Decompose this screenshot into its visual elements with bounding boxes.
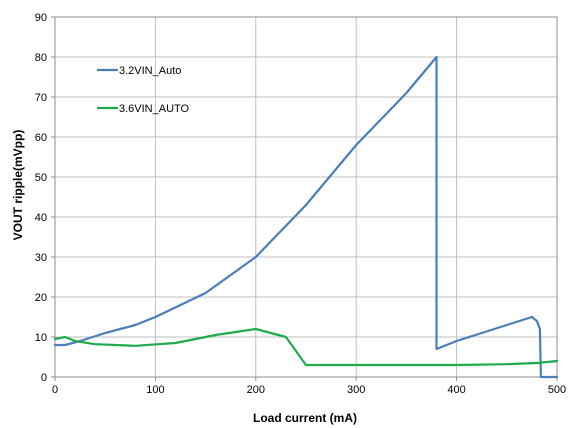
legend-label-1: 3.2VIN_Auto	[119, 65, 181, 77]
legend-label-2: 3.6VIN_AUTO	[119, 103, 190, 115]
series-line-1	[53, 55, 559, 379]
y-tick-label: 30	[35, 252, 47, 264]
x-tick-labels: 0 100 200 300 400 500	[52, 384, 566, 396]
plot-area-frame	[54, 16, 558, 378]
y-axis-title: VOUT ripple(mVpp)	[11, 130, 25, 241]
series-line-2	[53, 327, 559, 367]
y-tick-labels: 0 10 20 30 40 50 60 70 80 90	[35, 12, 47, 384]
series-layer	[53, 55, 559, 379]
y-tick-label: 80	[35, 52, 47, 64]
x-tick-label: 200	[247, 384, 265, 396]
y-tick-label: 0	[41, 372, 47, 384]
y-tick-label: 70	[35, 92, 47, 104]
y-tick-label: 10	[35, 332, 47, 344]
x-tick-label: 100	[146, 384, 164, 396]
x-axis-title: Load current (mA)	[253, 411, 357, 425]
x-tick-label: 400	[447, 384, 465, 396]
y-tick-label: 60	[35, 132, 47, 144]
x-tick-label: 300	[347, 384, 365, 396]
y-tick-label: 50	[35, 172, 47, 184]
y-tick-label: 40	[35, 212, 47, 224]
legend: 3.2VIN_Auto 3.6VIN_AUTO	[97, 65, 190, 115]
x-tick-label: 500	[548, 384, 566, 396]
y-tick-label: 20	[35, 292, 47, 304]
y-tick-label: 90	[35, 12, 47, 24]
x-tick-label: 0	[52, 384, 58, 396]
